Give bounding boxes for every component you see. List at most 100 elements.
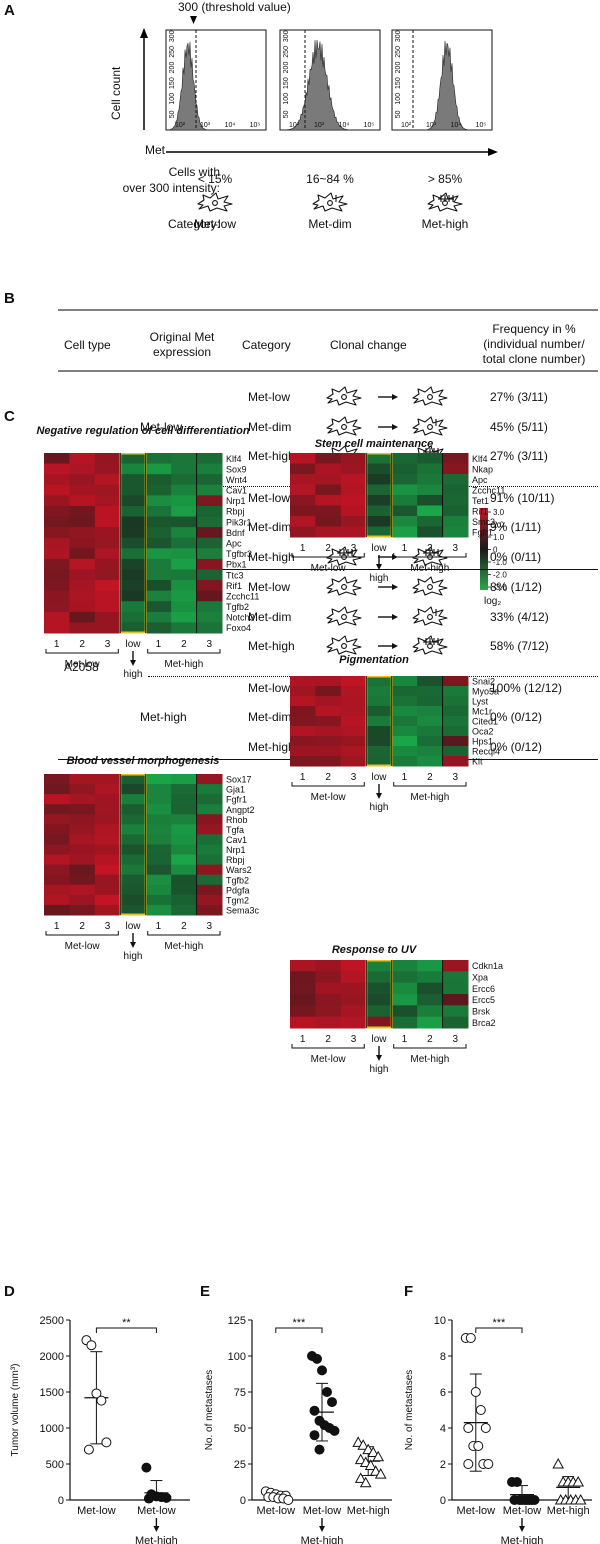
heatmap-cell xyxy=(44,590,70,602)
y-tick-label: 8 xyxy=(440,1351,446,1363)
clonal-change-row xyxy=(326,576,448,596)
heatmap-cell xyxy=(391,1005,418,1018)
significance-bracket xyxy=(95,1327,157,1333)
hist-x-tick: 10³ xyxy=(426,122,437,129)
heatmap-cell xyxy=(417,495,444,506)
cell-icon xyxy=(412,545,448,566)
panel-e-label: E xyxy=(200,1283,211,1300)
heatmap-cell xyxy=(145,834,172,845)
heatmap-cell xyxy=(366,686,393,697)
heatmap-cell xyxy=(171,874,198,886)
hist-x-tick: 10² xyxy=(289,122,300,129)
heatmap-cell xyxy=(290,676,316,687)
histogram-2: 50 100 150 200 250 300 10² 10³ 10⁴ 10⁵ xyxy=(279,29,381,131)
heatmap-cell xyxy=(290,516,316,527)
heatmap-cell xyxy=(366,706,393,717)
heatmap-cell xyxy=(145,864,172,876)
heatmap-cell xyxy=(315,982,342,995)
heatmap-cell xyxy=(145,774,172,785)
heatmap-title: Stem cell maintenance xyxy=(314,438,434,450)
heatmap-cell xyxy=(417,716,444,727)
met-high-group-label: Met-high xyxy=(164,659,203,670)
heatmap-cell xyxy=(145,601,172,613)
heatmap-cell xyxy=(196,774,223,785)
data-point xyxy=(572,1475,585,1487)
heatmap-cell xyxy=(391,676,418,687)
gene-label: Brsk xyxy=(472,1007,491,1017)
row-frequency: 0% (0/11) xyxy=(490,549,542,564)
heatmap-cell xyxy=(145,590,172,602)
data-point xyxy=(96,1395,107,1406)
heatmap-cell xyxy=(44,474,70,486)
column-number: 2 xyxy=(79,639,85,650)
heatmap-cell xyxy=(442,994,469,1006)
row-category: Met-low xyxy=(248,680,291,695)
data-point xyxy=(101,1437,112,1448)
heatmap-cell xyxy=(171,537,198,549)
heatmap-cell xyxy=(196,622,223,634)
heatmap-cell xyxy=(94,495,121,507)
heatmap-cell xyxy=(171,590,198,602)
heatmap-cell xyxy=(171,516,198,528)
gene-label: Zcchc11 xyxy=(472,485,505,495)
row-category: Met-dim xyxy=(248,609,292,624)
hist-y-tick: 150 xyxy=(169,77,176,89)
heatmap-cell xyxy=(69,463,96,475)
heatmap-cell xyxy=(145,495,172,507)
arrow-head xyxy=(392,423,398,430)
heatmap-cell xyxy=(196,474,223,486)
gene-label: Smc3 xyxy=(472,517,495,527)
row-category: Met-low xyxy=(248,580,291,594)
heatmap-cell xyxy=(340,706,367,717)
gene-label: Hps1 xyxy=(472,737,493,747)
hist-y-tick: 250 xyxy=(169,46,176,58)
column-number: 1 xyxy=(54,921,60,932)
data-point xyxy=(372,1450,385,1462)
gene-label: Foxo4 xyxy=(226,623,251,633)
heatmap-cell xyxy=(366,495,393,506)
heatmap-cell xyxy=(290,484,316,496)
y-tick-label: 25 xyxy=(234,1459,246,1471)
heatmap-cell xyxy=(442,696,469,707)
y-tick-label: 2000 xyxy=(40,1351,64,1363)
heatmap-cell xyxy=(315,736,342,747)
column-number: 1 xyxy=(156,921,162,932)
y-tick-label: 2500 xyxy=(40,1315,64,1327)
heatmap-cell xyxy=(171,474,198,486)
heatmap-cell xyxy=(340,696,367,707)
heatmap-cell xyxy=(366,453,393,464)
heatmap-cell xyxy=(290,746,316,757)
row-frequency: 100% (12/12) xyxy=(490,680,563,695)
heatmap-cell xyxy=(391,960,418,972)
clonal-change-row xyxy=(326,605,448,626)
heatmap-cell xyxy=(290,726,316,737)
heatmap-cell xyxy=(145,548,172,560)
heatmap-cell xyxy=(145,558,172,570)
y-tick-label: 10 xyxy=(434,1315,446,1327)
heatmap-cell xyxy=(44,854,70,866)
heatmap-cell xyxy=(417,474,444,485)
heatmap-cell xyxy=(171,548,198,560)
y-tick-label: 125 xyxy=(228,1315,246,1327)
heatmap-cell xyxy=(44,453,70,465)
heatmap-cell xyxy=(340,463,367,475)
cells-with-label: Cells with over 300 intensity: xyxy=(122,165,220,195)
heatmap-cell xyxy=(196,484,223,496)
histogram-3: 50 100 150 200 250 300 10² 10³ 10⁴ 10⁵ xyxy=(391,29,493,131)
heatmap-cell xyxy=(196,558,223,570)
category-label: Met-low xyxy=(77,1505,116,1517)
heatmap-cell xyxy=(340,686,367,697)
y-axis-label: No. of metastases xyxy=(404,1370,415,1451)
column-number: 2 xyxy=(181,639,187,650)
heatmap-cell xyxy=(290,463,316,475)
high-label: high xyxy=(370,573,389,584)
gene-label: Rbpj xyxy=(226,507,245,517)
heatmap-cell xyxy=(44,558,70,570)
heatmap-cell xyxy=(44,864,70,876)
data-point xyxy=(327,1397,337,1408)
heatmap-cell xyxy=(145,611,172,623)
heatmap-cell xyxy=(391,736,418,747)
gene-label: Nrp1 xyxy=(226,845,246,855)
row-frequency: 0% (0/12) xyxy=(490,710,543,724)
heatmap-cell xyxy=(69,558,96,570)
